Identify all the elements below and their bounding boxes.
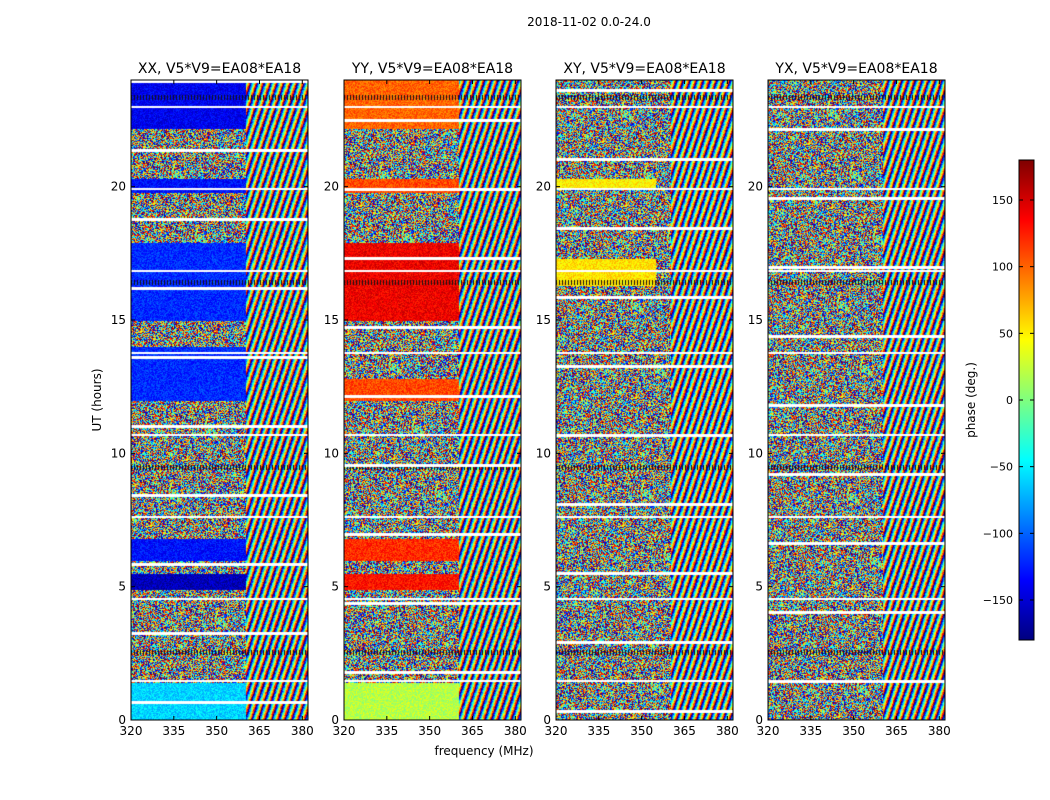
x-tick-label: 320 bbox=[120, 724, 143, 738]
heatmap-image bbox=[131, 80, 308, 720]
x-tick-label: 350 bbox=[842, 724, 865, 738]
heatmap-image bbox=[344, 80, 521, 720]
colorbar-tick-label: 50 bbox=[999, 327, 1013, 340]
y-tick-label: 0 bbox=[543, 713, 551, 727]
colorbar-tick-label: 150 bbox=[992, 194, 1013, 207]
x-tick-label: 365 bbox=[885, 724, 908, 738]
x-tick-label: 350 bbox=[205, 724, 228, 738]
panel-3: XY, V5*V9=EA08*EA18 320 335 350 365 380 0 5 10 15… bbox=[536, 61, 739, 738]
panel-title: YY, V5*V9=EA08*EA18 bbox=[351, 61, 513, 77]
x-tick-label: 320 bbox=[757, 724, 780, 738]
y-tick-label: 10 bbox=[324, 446, 339, 460]
colorbar-tick-label: 0 bbox=[1006, 394, 1013, 407]
panel-title: YX, V5*V9=EA08*EA18 bbox=[774, 61, 937, 77]
panel-frame bbox=[767, 79, 946, 721]
x-tick-label: 380 bbox=[291, 724, 314, 738]
panel-frame bbox=[555, 79, 734, 721]
x-tick-label: 365 bbox=[673, 724, 696, 738]
colorbar-tick-label: −100 bbox=[983, 527, 1013, 540]
y-tick-label: 20 bbox=[324, 180, 339, 194]
y-tick-label: 20 bbox=[748, 180, 763, 194]
x-tick-label: 335 bbox=[375, 724, 398, 738]
x-tick-label: 335 bbox=[799, 724, 822, 738]
panel-title: XX, V5*V9=EA08*EA18 bbox=[138, 61, 301, 77]
y-tick-label: 15 bbox=[111, 313, 126, 327]
y-axis-label: UT (hours) bbox=[90, 368, 104, 431]
x-tick-label: 320 bbox=[545, 724, 568, 738]
x-tick-label: 320 bbox=[333, 724, 356, 738]
x-tick-label: 335 bbox=[587, 724, 610, 738]
x-tick-label: 380 bbox=[716, 724, 739, 738]
y-tick-label: 10 bbox=[748, 446, 763, 460]
y-tick-label: 15 bbox=[324, 313, 339, 327]
y-tick-label: 5 bbox=[543, 580, 551, 594]
x-tick-label: 380 bbox=[928, 724, 951, 738]
colorbar: 150 100 50 0 −50 −100 −150 bbox=[983, 159, 1035, 641]
panel-title: XY, V5*V9=EA08*EA18 bbox=[563, 61, 725, 77]
x-tick-label: 350 bbox=[630, 724, 653, 738]
x-tick-label: 335 bbox=[162, 724, 185, 738]
colorbar-tick-label: −150 bbox=[983, 594, 1013, 607]
y-tick-label: 5 bbox=[331, 580, 339, 594]
y-tick-label: 10 bbox=[536, 446, 551, 460]
figure-suptitle: 2018-11-02 0.0-24.0 bbox=[527, 15, 651, 29]
heatmap-image bbox=[556, 80, 733, 720]
y-tick-label: 15 bbox=[536, 313, 551, 327]
x-tick-label: 350 bbox=[418, 724, 441, 738]
y-tick-label: 0 bbox=[755, 713, 763, 727]
x-tick-label: 365 bbox=[461, 724, 484, 738]
colorbar-tick-label: 100 bbox=[992, 261, 1013, 274]
panels: XX, V5*V9=EA08*EA18 320 335 350 365 380 0 5 10 15… bbox=[111, 61, 951, 738]
y-tick-label: 10 bbox=[111, 446, 126, 460]
y-tick-label: 0 bbox=[331, 713, 339, 727]
panel-2: YY, V5*V9=EA08*EA18 320 335 350 365 380 0 5 10 15… bbox=[324, 61, 527, 738]
y-tick-label: 0 bbox=[118, 713, 126, 727]
panel-frame bbox=[343, 79, 522, 721]
heatmap-image bbox=[768, 80, 945, 720]
y-tick-label: 20 bbox=[111, 180, 126, 194]
colorbar-label: phase (deg.) bbox=[964, 362, 978, 438]
y-tick-label: 5 bbox=[755, 580, 763, 594]
y-tick-label: 5 bbox=[118, 580, 126, 594]
panel-frame bbox=[130, 79, 309, 721]
y-tick-label: 20 bbox=[536, 180, 551, 194]
x-tick-label: 365 bbox=[248, 724, 271, 738]
x-axis-label: frequency (MHz) bbox=[434, 744, 533, 758]
x-tick-label: 380 bbox=[504, 724, 527, 738]
panel-1: XX, V5*V9=EA08*EA18 320 335 350 365 380 0 5 10 15… bbox=[111, 61, 314, 738]
panel-4: YX, V5*V9=EA08*EA18 320 335 350 365 380 0 5 10 15… bbox=[748, 61, 951, 738]
colorbar-tick-label: −50 bbox=[990, 461, 1013, 474]
y-tick-label: 15 bbox=[748, 313, 763, 327]
